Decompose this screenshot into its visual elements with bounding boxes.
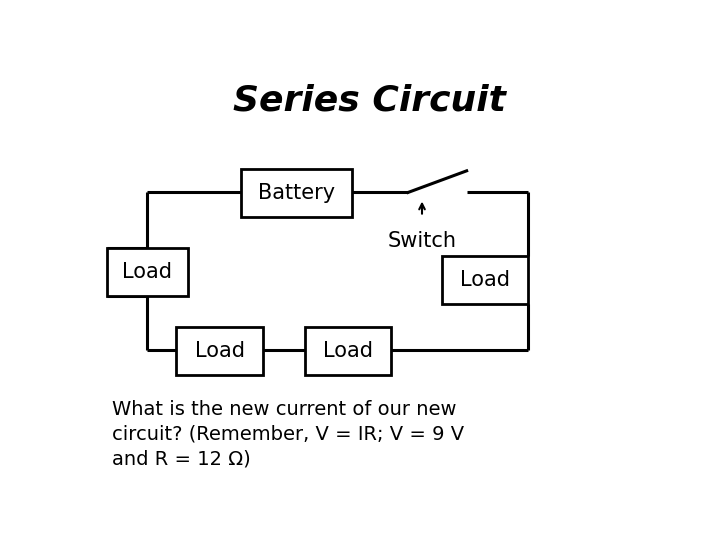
Bar [107, 248, 188, 295]
Text: Load: Load [460, 270, 510, 290]
Bar [305, 327, 392, 375]
Text: Load: Load [122, 262, 172, 282]
Text: Series Circuit: Series Circuit [233, 83, 505, 117]
Bar [240, 168, 352, 217]
Text: What is the new current of our new
circuit? (Remember, V = IR; V = 9 V
and R = 1: What is the new current of our new circu… [112, 400, 464, 469]
Text: Load: Load [194, 341, 245, 361]
Text: Switch: Switch [387, 231, 456, 251]
Text: Battery: Battery [258, 183, 335, 202]
Text: Load: Load [323, 341, 373, 361]
Bar [441, 256, 528, 304]
Bar [176, 327, 263, 375]
